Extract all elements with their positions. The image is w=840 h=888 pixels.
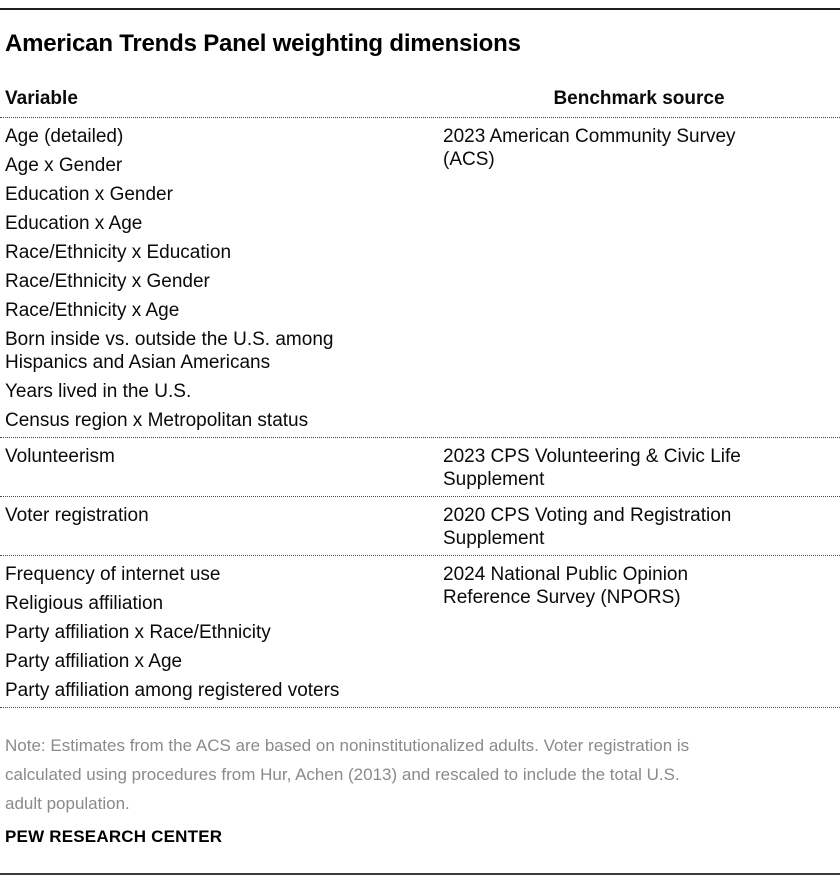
source-attribution: PEW RESEARCH CENTER xyxy=(5,827,223,846)
variable-cell: Volunteerism xyxy=(5,445,443,491)
top-divider xyxy=(0,8,840,10)
table-section: Volunteerism 2023 CPS Volunteering & Civi… xyxy=(0,437,840,496)
variable-cell: Age (detailed) Age x Gender Education x Ge… xyxy=(5,125,443,432)
variable-row: Volunteerism xyxy=(5,446,115,467)
variable-row: Census region x Metropolitan status xyxy=(5,410,309,431)
table-bottom-divider xyxy=(0,707,840,708)
table-header-row: Variable Benchmark source xyxy=(0,88,840,117)
variable-row: Party affiliation x Race/Ethnicity xyxy=(5,622,271,643)
figure-page: American Trends Panel weighting dimensio… xyxy=(0,8,840,888)
benchmark-source-cell: 2024 National Public Opinion Reference S… xyxy=(443,564,689,608)
variable-row: Voter registration xyxy=(5,505,149,526)
footnote: Note: Estimates from the ACS are based o… xyxy=(5,736,690,813)
table-section: Voter registration 2020 CPS Voting and Re… xyxy=(0,496,840,555)
column-header-benchmark-source: Benchmark source xyxy=(553,88,725,109)
variable-row: Race/Ethnicity x Age xyxy=(5,300,180,321)
variable-row: Years lived in the U.S. xyxy=(5,381,192,402)
variable-row: Frequency of internet use xyxy=(5,564,221,585)
variable-row: Age (detailed) xyxy=(5,126,124,147)
variable-row: Age x Gender xyxy=(5,155,123,176)
benchmark-source-cell: 2023 CPS Volunteering & Civic Life Suppl… xyxy=(443,446,741,490)
variable-row: Education x Age xyxy=(5,213,143,234)
benchmark-source-cell: 2023 American Community Survey (ACS) xyxy=(443,126,736,170)
variable-row: Born inside vs. outside the U.S. among H… xyxy=(5,329,334,373)
variable-cell: Voter registration xyxy=(5,504,443,550)
variable-row: Education x Gender xyxy=(5,184,173,205)
table-section: Age (detailed) Age x Gender Education x Ge… xyxy=(0,117,840,437)
benchmark-source-cell: 2020 CPS Voting and Registration Supplem… xyxy=(443,505,732,549)
bottom-divider xyxy=(0,873,840,875)
page-title: American Trends Panel weighting dimensio… xyxy=(5,30,521,57)
variable-cell: Frequency of internet use Religious affil… xyxy=(5,563,443,702)
variable-row: Race/Ethnicity x Education xyxy=(5,242,232,263)
variable-row: Party affiliation x Age xyxy=(5,651,183,672)
weighting-table: Age (detailed) Age x Gender Education x Ge… xyxy=(0,117,840,707)
variable-row: Race/Ethnicity x Gender xyxy=(5,271,210,292)
column-header-variable: Variable xyxy=(5,88,78,109)
variable-row: Religious affiliation xyxy=(5,593,164,614)
variable-row: Party affiliation among registered voter… xyxy=(5,680,340,701)
table-section: Frequency of internet use Religious affil… xyxy=(0,555,840,707)
